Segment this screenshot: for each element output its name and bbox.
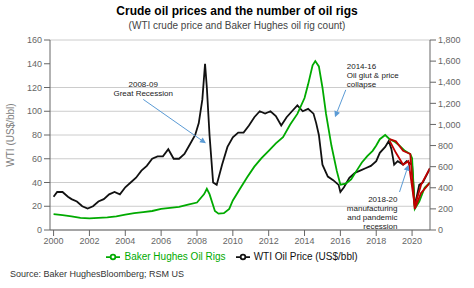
svg-text:0: 0 bbox=[438, 225, 443, 235]
svg-text:600: 600 bbox=[438, 162, 453, 172]
svg-text:20: 20 bbox=[32, 201, 42, 211]
svg-text:400: 400 bbox=[438, 183, 453, 193]
html-text:(WTI crude price and Baker Hug: (WTI crude price and Baker Hughes oil ri… bbox=[128, 20, 346, 31]
svg-text:1,000: 1,000 bbox=[438, 120, 461, 130]
svg-text:1,200: 1,200 bbox=[438, 99, 461, 109]
svg-text:140: 140 bbox=[27, 59, 42, 69]
svg-text:2006: 2006 bbox=[151, 236, 171, 246]
svg-text:60: 60 bbox=[32, 154, 42, 164]
svg-text:2012: 2012 bbox=[259, 236, 279, 246]
svg-text:2000: 2000 bbox=[44, 236, 64, 246]
svg-text:2008: 2008 bbox=[187, 236, 207, 246]
svg-text:2020: 2020 bbox=[402, 236, 422, 246]
svg-text:2004: 2004 bbox=[115, 236, 135, 246]
html-text:Source: Baker HughesBloomberg;: Source: Baker HughesBloomberg; RSM US bbox=[10, 269, 185, 279]
svg-text:2018-20manufacturingand pandem: 2018-20manufacturingand pandemicrecessio… bbox=[347, 195, 398, 231]
svg-text:0: 0 bbox=[37, 225, 42, 235]
svg-text:800: 800 bbox=[438, 141, 453, 151]
svg-text:80: 80 bbox=[32, 130, 42, 140]
svg-text:2014: 2014 bbox=[295, 236, 315, 246]
svg-text:100: 100 bbox=[27, 106, 42, 116]
svg-text:160: 160 bbox=[27, 35, 42, 45]
svg-text:2008-09Great Recession: 2008-09Great Recession bbox=[113, 80, 173, 98]
html-text:Baker Hughes Oil Rigs: Baker Hughes Oil Rigs bbox=[124, 250, 226, 262]
svg-text:1,600: 1,600 bbox=[438, 56, 461, 66]
svg-text:200: 200 bbox=[438, 204, 453, 214]
svg-text:120: 120 bbox=[27, 83, 42, 93]
svg-text:2016: 2016 bbox=[330, 236, 350, 246]
svg-text:2002: 2002 bbox=[79, 236, 99, 246]
svg-text:WTI (US$/bbl): WTI (US$/bbl) bbox=[8, 103, 16, 166]
svg-text:2014-16Oil glut & pricecollaps: 2014-16Oil glut & pricecollapse bbox=[347, 62, 400, 89]
html-text:WTI Oil Price (US$/bbl): WTI Oil Price (US$/bbl) bbox=[253, 250, 358, 262]
svg-text:40: 40 bbox=[32, 178, 42, 188]
svg-text:2010: 2010 bbox=[223, 236, 243, 246]
svg-text:1,400: 1,400 bbox=[438, 77, 461, 87]
svg-text:2018: 2018 bbox=[366, 236, 386, 246]
svg-text:1,800: 1,800 bbox=[438, 35, 461, 45]
html-text:Crude oil prices and the numbe: Crude oil prices and the number of oil r… bbox=[116, 4, 358, 18]
